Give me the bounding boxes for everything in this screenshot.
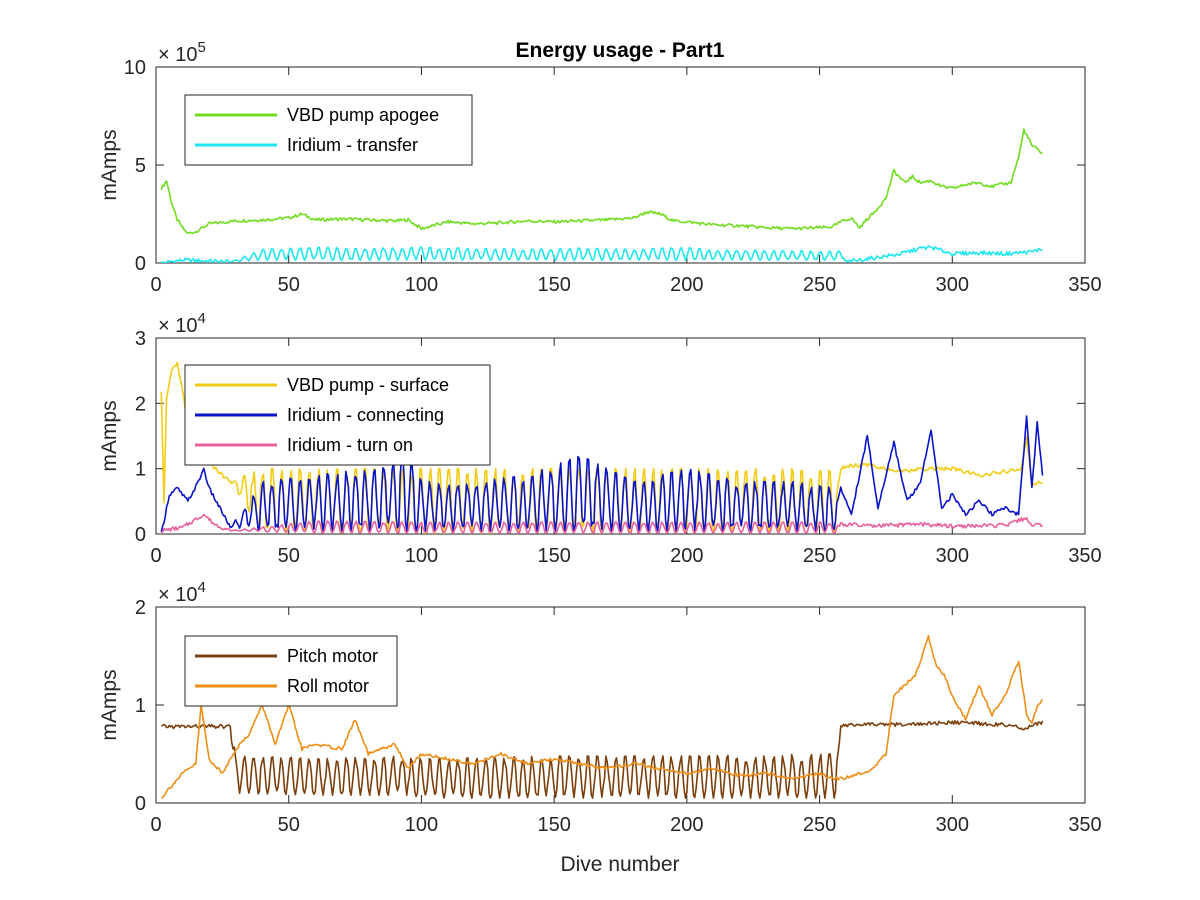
x-tick-label: 150	[537, 274, 570, 296]
series-line-roll-motor	[161, 634, 1044, 799]
x-tick-label: 250	[803, 814, 836, 836]
x-tick-label: 100	[405, 814, 438, 836]
y-axis-label: mAmps	[98, 129, 121, 200]
legend-label: Iridium - turn on	[287, 435, 413, 455]
x-tick-label: 300	[936, 814, 969, 836]
series-line-vbd-pump-apogee	[160, 128, 1043, 235]
legend-label: VBD pump apogee	[287, 105, 439, 125]
subplot-1: 0 50 100 150 200 250 300 350 0 5 10 × 105 mAmps VBD p…	[98, 39, 1102, 296]
legend-label: Roll motor	[287, 676, 369, 696]
x-tick-label: 50	[278, 814, 300, 836]
x-tick-label: 350	[1068, 274, 1101, 296]
x-tick-label: 150	[537, 814, 570, 836]
y-tick-label: 1	[135, 459, 146, 481]
x-tick-label: 200	[670, 814, 703, 836]
subplot-2: 0 50 100 150 200 250 300 350 0 1 2 3 × 104 mAmps VBD p…	[98, 310, 1102, 567]
legend-label: VBD pump - surface	[287, 375, 449, 395]
y-tick-label: 5	[135, 155, 146, 177]
y-tick-label: 0	[135, 793, 146, 815]
y-exponent-label: × 104	[158, 579, 206, 606]
legend: Pitch motor Roll motor	[184, 635, 398, 707]
y-tick-label: 0	[135, 524, 146, 546]
x-tick-label: 100	[405, 274, 438, 296]
x-axis-label: Dive number	[560, 853, 679, 876]
x-tick-label: 0	[150, 274, 161, 296]
x-tick-label: 300	[936, 545, 969, 567]
y-tick-label: 10	[124, 57, 146, 79]
y-tick-label: 0	[135, 253, 146, 275]
y-tick-label: 1	[135, 695, 146, 717]
y-tick-label: 2	[135, 597, 146, 619]
y-exponent-label: × 105	[158, 39, 206, 66]
x-tick-label: 0	[150, 814, 161, 836]
legend-label: Iridium - connecting	[287, 405, 444, 425]
x-tick-label: 50	[278, 274, 300, 296]
x-tick-label: 200	[670, 274, 703, 296]
x-tick-label: 350	[1068, 814, 1101, 836]
legend-box	[184, 94, 473, 166]
x-tick-label: 350	[1068, 545, 1101, 567]
y-axis-label: mAmps	[98, 400, 121, 471]
legend-box	[184, 635, 398, 707]
x-tick-label: 100	[405, 545, 438, 567]
series-line-iridium-transfer	[160, 245, 1043, 263]
x-tick-label: 250	[803, 545, 836, 567]
legend: VBD pump - surface Iridium - connecting Ir…	[184, 364, 491, 466]
series-line-iridium-connecting	[160, 415, 1044, 533]
y-tick-label: 2	[135, 393, 146, 415]
y-tick-label: 3	[135, 328, 146, 350]
series-group	[161, 634, 1044, 799]
y-exponent-label: × 104	[158, 310, 206, 337]
series-group	[160, 128, 1043, 263]
legend-label: Iridium - transfer	[287, 135, 418, 155]
y-axis-label: mAmps	[98, 669, 121, 740]
x-tick-label: 150	[537, 545, 570, 567]
series-line-iridium-turn-on	[161, 513, 1043, 534]
figure-title: Energy usage - Part1	[516, 39, 725, 62]
series-group	[160, 361, 1044, 534]
x-tick-label: 50	[278, 545, 300, 567]
subplot-3: 0 50 100 150 200 250 300 350 0 1 2 × 104 mAmps Pitch …	[98, 579, 1102, 836]
series-line-pitch-motor	[161, 719, 1044, 799]
x-tick-label: 300	[936, 274, 969, 296]
x-tick-label: 200	[670, 545, 703, 567]
x-tick-label: 0	[150, 545, 161, 567]
x-tick-label: 250	[803, 274, 836, 296]
legend-label: Pitch motor	[287, 646, 378, 666]
legend: VBD pump apogee Iridium - transfer	[184, 94, 473, 166]
